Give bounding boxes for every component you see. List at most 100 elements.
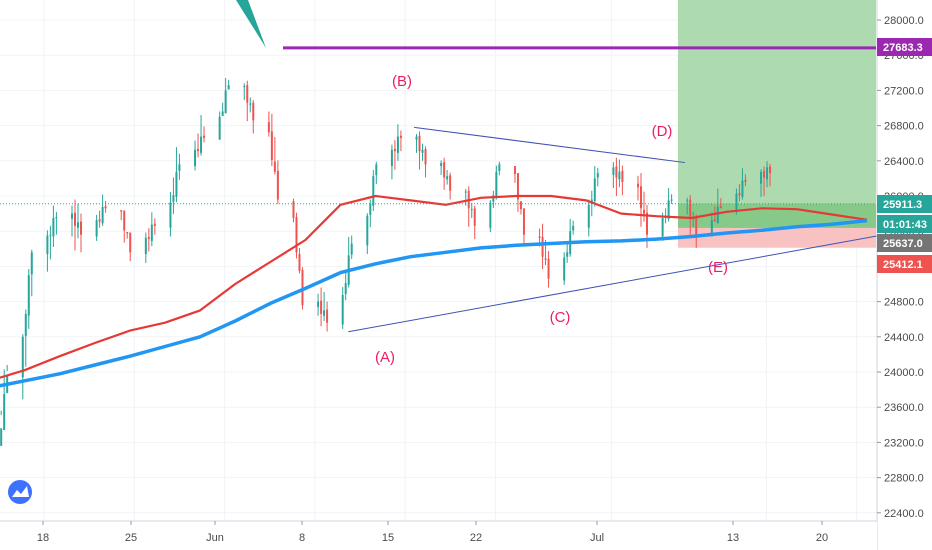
price-tag-label: 25911.3 <box>883 199 922 211</box>
candle-body <box>495 171 498 197</box>
candle-body <box>522 208 525 235</box>
price-tag-label: 25412.1 <box>883 259 923 271</box>
tradingview-logo-icon[interactable] <box>8 480 32 504</box>
price-tick-label: 28000.0 <box>884 15 924 27</box>
triangle-upper-trendline[interactable] <box>414 126 686 164</box>
candle-body <box>689 199 692 218</box>
candle-body <box>667 200 670 219</box>
candle-body <box>246 85 249 103</box>
candle-body <box>0 428 3 446</box>
candle-body <box>178 164 181 171</box>
candle-body <box>640 186 643 209</box>
candle-body <box>612 167 615 175</box>
moving-average-lines <box>0 194 868 388</box>
candle-body <box>473 208 476 226</box>
candle-body <box>710 220 713 237</box>
candle-body <box>227 85 230 90</box>
time-tick-label: 18 <box>37 532 49 544</box>
candle-body <box>150 224 153 241</box>
candle-body <box>443 162 446 178</box>
candle-body <box>621 170 624 182</box>
candle-body <box>295 217 298 253</box>
candle-body <box>464 191 467 193</box>
candle-body <box>301 269 304 306</box>
candle-body <box>516 173 519 200</box>
price-tick-label: 27200.0 <box>884 85 924 97</box>
grid-lines <box>0 0 876 521</box>
long-position-tool[interactable] <box>678 0 876 248</box>
moving-average-slow <box>0 218 868 388</box>
candle-body <box>98 219 101 222</box>
price-tag-label: 01:01:43 <box>883 219 927 231</box>
price-tick-label: 26800.0 <box>884 121 924 133</box>
time-tick-label: 13 <box>727 532 739 544</box>
triangle-lower-trendline[interactable] <box>348 221 932 333</box>
candle-body <box>763 170 766 178</box>
candle-body <box>670 199 673 201</box>
candle-body <box>71 213 74 219</box>
candle-body <box>544 258 547 260</box>
candle-body <box>541 236 544 257</box>
candle-body <box>175 171 178 197</box>
candle-body <box>224 90 227 114</box>
position-profit-zone[interactable] <box>678 0 876 228</box>
price-tick-label: 26400.0 <box>884 156 924 168</box>
candle-body <box>716 207 719 224</box>
candle-body <box>197 148 200 152</box>
price-tag[interactable] <box>877 215 932 233</box>
candle-body <box>470 209 473 211</box>
price-tick-label: 22400.0 <box>884 508 924 520</box>
candle-body <box>24 313 27 336</box>
candle-body <box>172 195 175 202</box>
moving-average-fast <box>0 194 868 379</box>
candle-body <box>587 204 590 228</box>
candle-body <box>719 206 722 209</box>
candle-body <box>270 131 273 160</box>
time-tick-label: 8 <box>299 532 305 544</box>
candle-body <box>80 221 83 235</box>
candle-body <box>95 220 98 237</box>
candle-body <box>369 203 372 215</box>
arrow-drawing[interactable] <box>236 0 266 48</box>
candle-body <box>695 217 698 235</box>
candle-body <box>126 232 129 234</box>
price-tick-label: 24400.0 <box>884 332 924 344</box>
candle-body <box>27 275 30 316</box>
candle-body <box>519 201 522 210</box>
candle-body <box>267 122 270 133</box>
candle-body <box>292 201 295 218</box>
candle-body <box>123 210 126 231</box>
candle-body <box>440 163 443 167</box>
candle-body <box>646 212 649 235</box>
candle-body <box>101 207 104 224</box>
candle-body <box>323 310 326 316</box>
time-axis-background <box>0 521 877 550</box>
candle-body <box>738 192 741 196</box>
time-tick-label: 15 <box>382 532 394 544</box>
candle-body <box>760 171 763 184</box>
candle-body <box>273 161 276 172</box>
tradingview-logo[interactable] <box>8 480 32 504</box>
candle-body <box>144 237 147 255</box>
price-tag-label: 25637.0 <box>883 238 923 250</box>
chart-drawings[interactable] <box>0 0 932 333</box>
candle-body <box>194 149 197 167</box>
logo-mountain-icon <box>12 486 29 497</box>
price-axis[interactable]: 28000.027600.027200.026800.026400.026000… <box>876 0 932 550</box>
candle-body <box>572 225 575 231</box>
price-tag[interactable] <box>877 195 932 213</box>
price-axis-background <box>877 0 932 550</box>
price-tag[interactable] <box>877 255 932 273</box>
candle-body <box>249 103 252 105</box>
candle-body <box>366 215 369 246</box>
candle-body <box>317 301 320 307</box>
candle-body <box>252 102 255 121</box>
candle-body <box>129 232 132 253</box>
price-tag[interactable] <box>877 234 932 252</box>
price-tag[interactable] <box>877 38 932 56</box>
candle-body <box>399 135 402 138</box>
time-axis[interactable]: 18 25 Jun 8 15 22 Jul 13 20 <box>0 520 877 550</box>
position-stop-zone[interactable] <box>678 227 876 248</box>
candle-body <box>298 254 301 271</box>
